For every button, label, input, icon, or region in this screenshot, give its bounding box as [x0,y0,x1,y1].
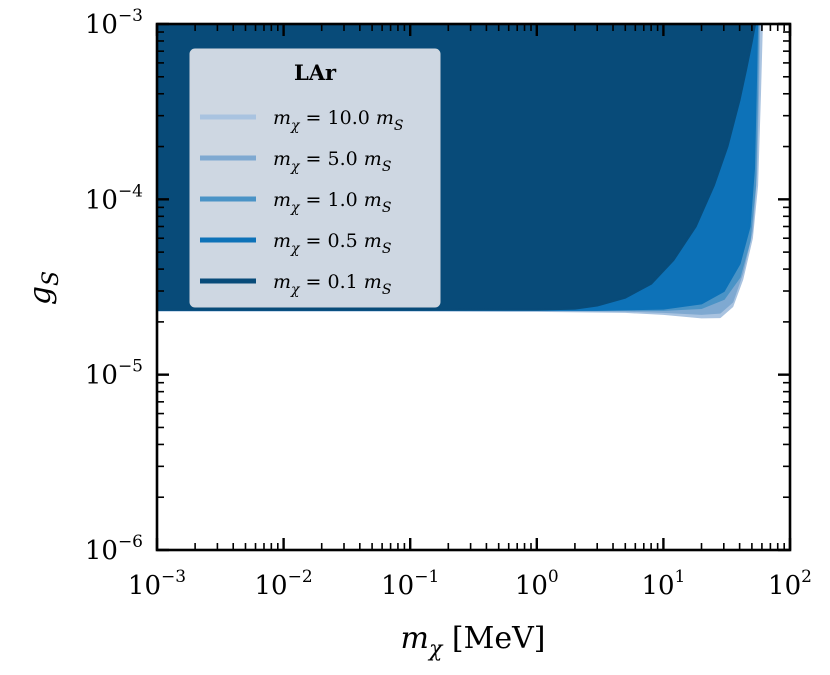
legend-entry: mχ = 10.0 mS [200,107,404,134]
y-tick-label: 10−3 [85,6,143,40]
legend-entry: mχ = 0.5 mS [200,230,391,257]
y-tick-label: 10−5 [85,357,143,391]
legend-entry: mχ = 1.0 mS [200,189,391,216]
legend-entry: mχ = 5.0 mS [200,148,391,175]
y-tick-label: 10−4 [85,181,143,215]
x-tick-label: 10−1 [381,567,439,601]
y-axis-title: gS [23,271,64,305]
x-axis-title: mχ [MeV] [401,621,546,662]
x-tick-label: 10−2 [255,567,313,601]
x-tick-label: 101 [641,567,685,601]
legend-label: mχ = 5.0 mS [273,148,391,175]
legend-label: mχ = 0.5 mS [273,230,391,257]
legend-label: mχ = 1.0 mS [273,189,391,216]
legend-box [189,48,441,308]
x-tick-label: 10−3 [128,567,186,601]
x-tick-label: 102 [768,567,812,601]
legend-entry: mχ = 0.1 mS [200,271,391,298]
legend-label: mχ = 10.0 mS [273,107,404,134]
plot-frame [155,22,792,552]
y-tick-label: 10−6 [85,532,143,566]
legend-entries: mχ = 10.0 mS mχ = 5.0 mS mχ = 1.0 mS mχ = 0… [200,107,404,298]
x-tick-label: 100 [515,567,559,601]
tick-labels-layer: 10−3 10−2 10−1 100 101 102 10−6 10−5 10−4 10−3 [85,6,812,601]
legend-title: LAr [294,60,337,85]
legend-label: mχ = 0.1 mS [273,271,391,298]
